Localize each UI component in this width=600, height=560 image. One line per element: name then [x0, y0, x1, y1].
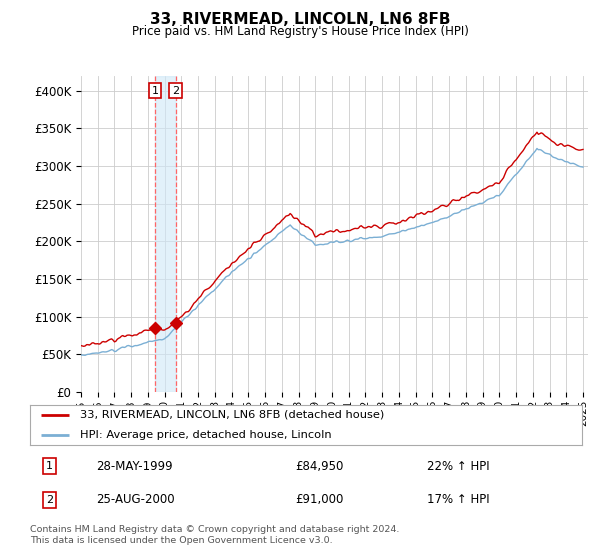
Text: 1: 1 — [46, 461, 53, 471]
Text: 33, RIVERMEAD, LINCOLN, LN6 8FB: 33, RIVERMEAD, LINCOLN, LN6 8FB — [150, 12, 450, 27]
Text: 1: 1 — [151, 86, 158, 96]
Text: 25-AUG-2000: 25-AUG-2000 — [96, 493, 175, 506]
Text: 28-MAY-1999: 28-MAY-1999 — [96, 460, 173, 473]
Text: 2: 2 — [46, 495, 53, 505]
Text: 2: 2 — [172, 86, 179, 96]
Text: 22% ↑ HPI: 22% ↑ HPI — [427, 460, 490, 473]
Text: 17% ↑ HPI: 17% ↑ HPI — [427, 493, 490, 506]
Text: 33, RIVERMEAD, LINCOLN, LN6 8FB (detached house): 33, RIVERMEAD, LINCOLN, LN6 8FB (detache… — [80, 410, 384, 420]
Text: Contains HM Land Registry data © Crown copyright and database right 2024.
This d: Contains HM Land Registry data © Crown c… — [30, 525, 400, 545]
Text: £91,000: £91,000 — [295, 493, 343, 506]
Bar — [155, 76, 176, 392]
Text: £84,950: £84,950 — [295, 460, 343, 473]
Text: Price paid vs. HM Land Registry's House Price Index (HPI): Price paid vs. HM Land Registry's House … — [131, 25, 469, 38]
Text: HPI: Average price, detached house, Lincoln: HPI: Average price, detached house, Linc… — [80, 430, 331, 440]
